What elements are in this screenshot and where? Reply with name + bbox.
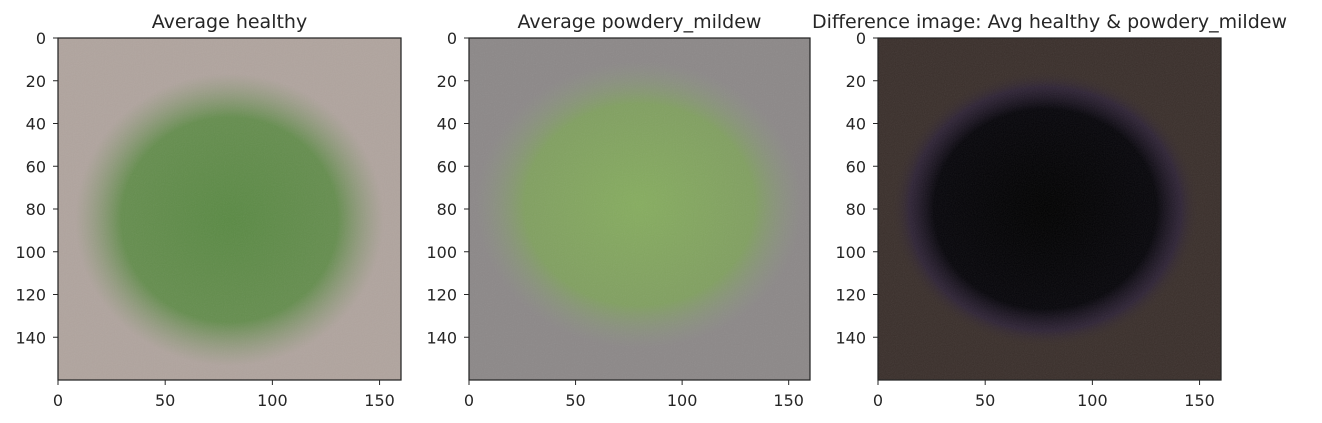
y-tick-label: 80 [26, 200, 46, 219]
x-tick-label: 150 [364, 391, 395, 410]
y-tick-label: 60 [437, 157, 457, 176]
y-tick-label: 0 [856, 29, 866, 48]
y-tick-label: 0 [447, 29, 457, 48]
y-tick-label: 120 [426, 286, 457, 305]
y-tick-label: 80 [437, 200, 457, 219]
y-tick-label: 40 [437, 115, 457, 134]
y-tick-label: 140 [15, 328, 46, 347]
panel-difference-image: Difference image: Avg healthy & powdery_… [812, 11, 1287, 410]
y-tick-label: 0 [36, 29, 46, 48]
y-tick-label: 120 [15, 286, 46, 305]
x-tick-label: 0 [873, 391, 883, 410]
x-tick-label: 50 [565, 391, 585, 410]
difference-image [878, 38, 1221, 380]
chart-title: Difference image: Avg healthy & powdery_… [812, 11, 1287, 33]
y-tick-label: 100 [15, 243, 46, 262]
image-noise [58, 38, 401, 380]
x-tick-label: 100 [667, 391, 698, 410]
x-tick-label: 50 [975, 391, 995, 410]
x-tick-label: 150 [1184, 391, 1215, 410]
x-tick-label: 0 [53, 391, 63, 410]
average-healthy-leaf [58, 38, 401, 380]
x-tick-label: 150 [773, 391, 804, 410]
x-tick-label: 100 [257, 391, 288, 410]
y-tick-label: 40 [846, 115, 866, 134]
image-noise [469, 38, 810, 380]
panel-average-powdery-mildew: Average powdery_mildew 0 50 100 150 0 20 40 60 80… [426, 11, 811, 410]
image-noise [878, 38, 1221, 380]
y-tick-label: 80 [846, 200, 866, 219]
chart-title: Average powdery_mildew [518, 11, 762, 33]
y-tick-label: 60 [26, 157, 46, 176]
y-tick-label: 120 [835, 286, 866, 305]
y-tick-label: 60 [846, 157, 866, 176]
chart-title: Average healthy [152, 11, 307, 33]
panel-average-healthy: Average healthy 0 50 100 150 0 20 40 60 80 100 120 1… [15, 11, 402, 410]
y-tick-label: 140 [426, 328, 457, 347]
x-tick-label: 100 [1077, 391, 1108, 410]
y-tick-label: 20 [846, 72, 866, 91]
y-tick-label: 40 [26, 115, 46, 134]
y-tick-label: 20 [437, 72, 457, 91]
y-tick-label: 100 [426, 243, 457, 262]
y-tick-label: 100 [835, 243, 866, 262]
y-tick-label: 140 [835, 328, 866, 347]
x-tick-label: 50 [155, 391, 175, 410]
average-powdery-mildew-leaf [469, 38, 810, 380]
y-tick-label: 20 [26, 72, 46, 91]
x-tick-label: 0 [464, 391, 474, 410]
